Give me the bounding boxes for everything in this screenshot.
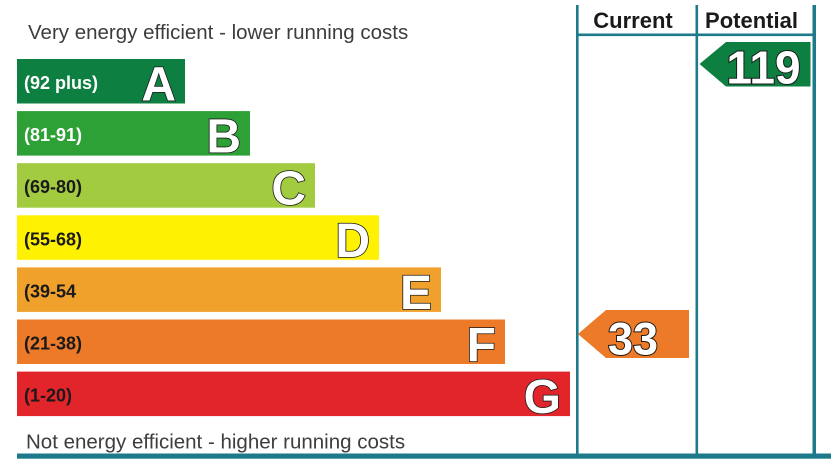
svg-text:33: 33	[608, 314, 658, 365]
svg-text:Not energy efficient - higher: Not energy efficient - higher running co…	[26, 431, 405, 454]
svg-text:E: E	[400, 267, 432, 320]
svg-text:Current: Current	[593, 8, 673, 33]
svg-text:(92 plus): (92 plus)	[24, 73, 98, 93]
svg-text:G: G	[524, 371, 561, 424]
svg-text:(1-20): (1-20)	[24, 386, 72, 406]
svg-text:(81-91): (81-91)	[24, 125, 82, 145]
svg-text:D: D	[335, 215, 370, 268]
svg-text:(55-68): (55-68)	[24, 229, 82, 249]
svg-text:(69-80): (69-80)	[24, 177, 82, 197]
svg-text:(39-54: (39-54	[24, 281, 76, 301]
svg-text:F: F	[467, 319, 496, 372]
svg-text:119: 119	[726, 42, 800, 94]
svg-text:B: B	[206, 111, 241, 164]
svg-text:Very energy efficient - lower: Very energy efficient - lower running co…	[28, 21, 408, 44]
svg-text:A: A	[141, 59, 176, 112]
svg-text:C: C	[271, 163, 306, 216]
svg-text:(21-38): (21-38)	[24, 334, 82, 354]
svg-text:Potential: Potential	[705, 8, 798, 33]
